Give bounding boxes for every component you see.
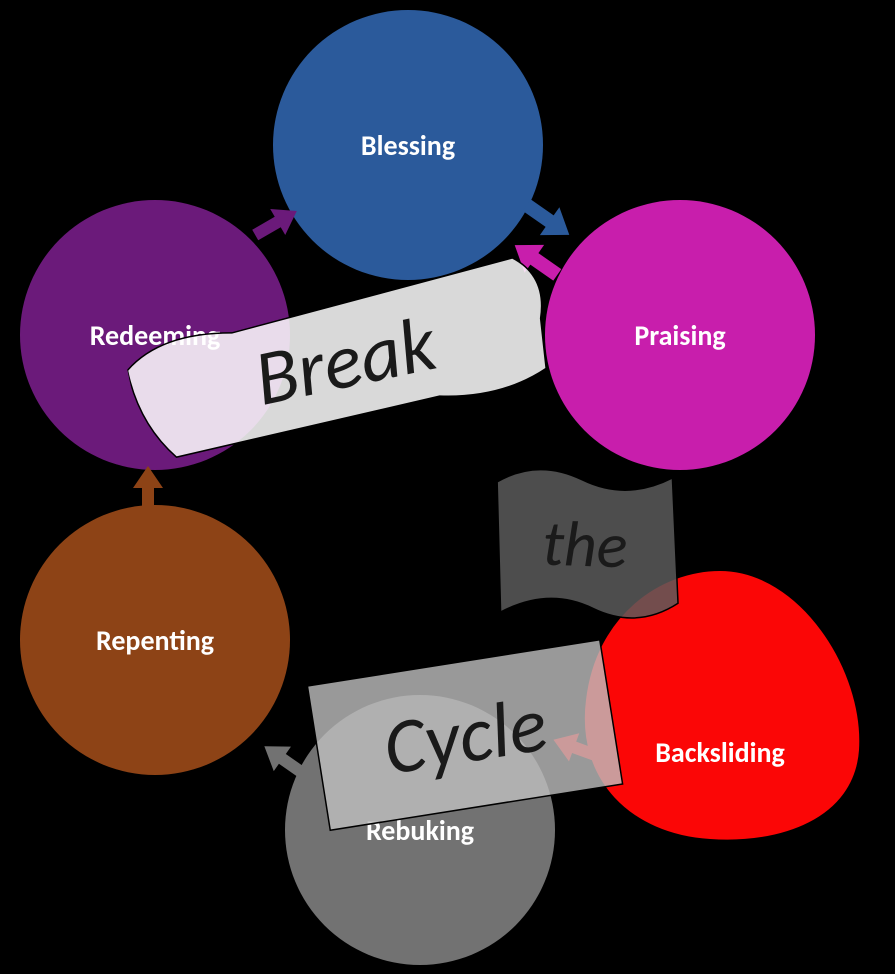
node-praising: Praising	[545, 200, 815, 470]
banner-the-text: the	[541, 505, 629, 586]
node-praising-label: Praising	[634, 318, 725, 353]
node-blessing-label: Blessing	[361, 128, 455, 163]
banner-the: the	[482, 457, 688, 634]
diagram-stage: Blessing Praising Backsliding Rebuking R…	[0, 0, 895, 974]
node-repenting: Repenting	[20, 505, 290, 775]
node-repenting-label: Repenting	[96, 623, 214, 658]
node-blessing: Blessing	[273, 10, 543, 280]
